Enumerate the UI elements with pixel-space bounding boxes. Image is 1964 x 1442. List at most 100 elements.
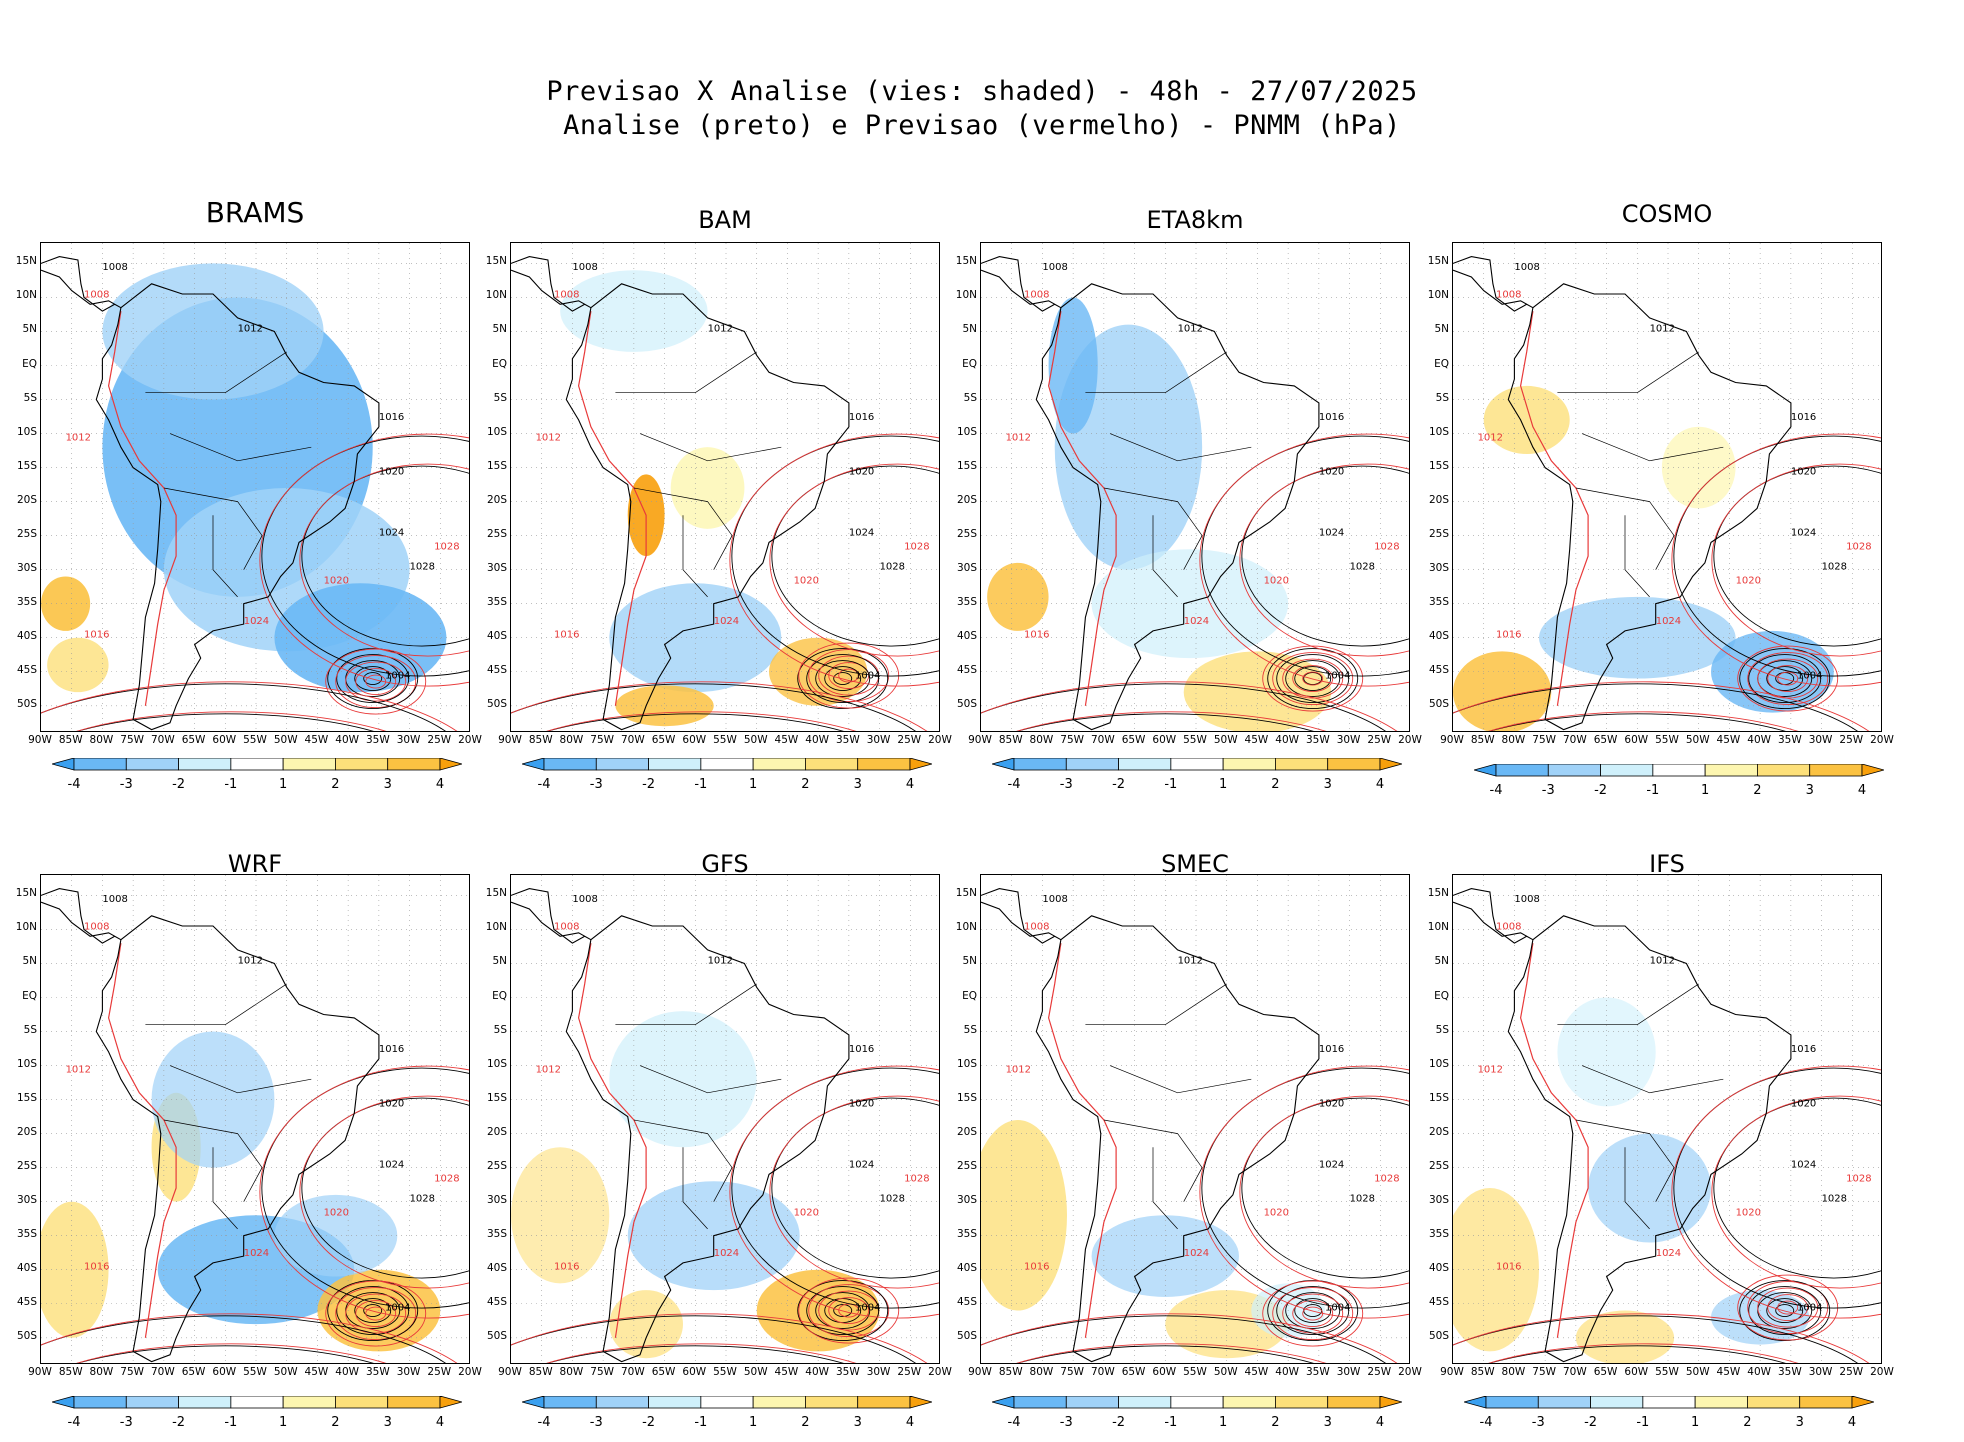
lat-tick-label: EQ xyxy=(1434,357,1449,370)
map-canvas: 1008 1012 1016 1020 1024 1028 1004 1008 1012 1016… xyxy=(981,875,1409,1363)
forecast-isobar-label: 1020 xyxy=(1736,1207,1761,1218)
lon-tick-label: 50W xyxy=(743,734,768,746)
lon-tick-label: 70W xyxy=(620,1366,645,1378)
coastline xyxy=(1453,256,1792,731)
analysis-isobar-label: 1028 xyxy=(880,562,905,573)
contour-labels: 1008 1012 1016 1020 1024 1028 1004 1008 1012 1016… xyxy=(536,262,930,681)
lat-tick-label: EQ xyxy=(962,357,977,370)
forecast-isobar-label: 1028 xyxy=(904,1173,929,1184)
lat-tick-label: 45S xyxy=(1428,1295,1449,1308)
analysis-isobar-label: 1008 xyxy=(572,262,597,273)
lat-tick-label: 10S xyxy=(16,1057,37,1070)
lat-tick-label: 30S xyxy=(956,1193,977,1206)
colorbar-segment xyxy=(178,758,232,771)
analysis-isobar-label: 1008 xyxy=(572,894,597,905)
colorbar-segment xyxy=(1170,758,1224,771)
bias-shading xyxy=(41,263,447,693)
map-panel-brams: 1008 1012 1016 1020 1024 1028 1004 1008 1012 1016… xyxy=(40,242,470,732)
forecast-isobar-label: 1016 xyxy=(84,630,109,641)
colorbar-segment xyxy=(439,1396,462,1409)
lon-tick-label: 90W xyxy=(28,734,52,746)
forecast-isobar-label: 1012 xyxy=(1478,1064,1503,1075)
colorbar-label: 1 xyxy=(749,777,758,792)
colorbar-segment xyxy=(230,758,284,771)
lat-tick-label: 35S xyxy=(16,1227,37,1240)
lon-tick-label: 80W xyxy=(1029,1366,1054,1378)
lat-tick-label: 25S xyxy=(1428,527,1449,540)
colorbar: -4 -3 -2 -1 1 2 3 4 xyxy=(52,758,462,804)
map-panel-smec: 1008 1012 1016 1020 1024 1028 1004 1008 1012 1016… xyxy=(980,874,1410,1364)
lat-tick-label: 30S xyxy=(1428,1193,1449,1206)
lat-tick-label: 45S xyxy=(956,663,977,676)
analysis-isobar-label: 1008 xyxy=(1042,262,1067,273)
colorbar-label: -3 xyxy=(1059,1415,1073,1430)
contour-labels: 1008 1012 1016 1020 1024 1028 1004 1008 1012 1016… xyxy=(66,262,460,681)
bias-area xyxy=(609,583,782,693)
lat-tick-label: 25S xyxy=(486,527,507,540)
lat-tick-label: 5N xyxy=(1434,323,1449,336)
lat-tick-label: 15N xyxy=(15,887,37,900)
lon-tick-label: 70W xyxy=(150,1366,175,1378)
lat-tick-label: 10N xyxy=(15,921,37,934)
colorbar-label: 1 xyxy=(1219,1415,1228,1430)
coastline xyxy=(511,888,850,1363)
bias-area xyxy=(609,1011,757,1148)
colorbar-segment xyxy=(1379,758,1402,771)
lon-tick-label: 65W xyxy=(1121,1366,1146,1378)
lon-tick-label: 45W xyxy=(304,734,329,746)
forecast-isobar-label: 1012 xyxy=(1006,1064,1031,1075)
bias-area xyxy=(274,1194,398,1277)
lat-tick-label: 40S xyxy=(956,1261,977,1274)
analysis-isobar-label: 1016 xyxy=(849,412,874,423)
lat-tick-label: 15N xyxy=(485,255,507,268)
colorbar-segment xyxy=(73,758,127,771)
isobars xyxy=(981,311,1409,731)
lat-tick-label: 5S xyxy=(963,391,977,404)
colorbar-segment xyxy=(335,758,389,771)
lat-tick-label: 5N xyxy=(22,323,37,336)
colorbar-segment xyxy=(1464,1396,1487,1409)
bias-area xyxy=(1483,385,1570,454)
colorbar-label: -3 xyxy=(119,1415,133,1430)
bias-area xyxy=(1453,1188,1539,1352)
bias-shading xyxy=(41,1031,441,1352)
lon-tick-label: 70W xyxy=(150,734,175,746)
lon-tick-label: 85W xyxy=(58,734,83,746)
bias-area xyxy=(41,576,91,631)
colorbar-segment xyxy=(909,1396,932,1409)
analysis-isobar-label: 1012 xyxy=(1650,955,1675,966)
lon-tick-label: 30W xyxy=(1336,1366,1361,1378)
lat-tick-label: 5N xyxy=(1434,955,1449,968)
lat-tick-label: EQ xyxy=(22,357,37,370)
analysis-isobar-label: 1028 xyxy=(1822,1194,1847,1205)
lon-tick-label: 45W xyxy=(774,1366,799,1378)
lat-tick-label: 15S xyxy=(16,459,37,472)
lon-tick-label: 40W xyxy=(805,1366,830,1378)
lat-tick-label: EQ xyxy=(1434,989,1449,1002)
analysis-isobar-label: 1024 xyxy=(379,528,404,539)
colorbar-segment xyxy=(52,1396,75,1409)
analysis-isobar-label: 1012 xyxy=(708,955,733,966)
lat-tick-label: 50S xyxy=(486,697,507,710)
lon-tick-label: 35W xyxy=(365,1366,390,1378)
lon-tick-label: 75W xyxy=(120,734,145,746)
colorbar-segment xyxy=(1809,764,1863,777)
panel-title-gfs: GFS xyxy=(701,850,749,878)
bias-area xyxy=(1588,1133,1711,1243)
lat-tick-label: 50S xyxy=(1428,697,1449,710)
isobars xyxy=(41,943,469,1363)
colorbar-segment xyxy=(522,758,545,771)
colorbar-segment xyxy=(73,1396,127,1409)
bias-area xyxy=(274,583,447,693)
lat-tick-label: 20S xyxy=(16,493,37,506)
forecast-isobar-label: 1028 xyxy=(1374,1173,1399,1184)
analysis-isobar-label: 1024 xyxy=(1791,528,1816,539)
lat-tick-label: 30S xyxy=(16,561,37,574)
lat-tick-label: 5S xyxy=(493,1023,507,1036)
colorbar-label: 3 xyxy=(853,777,862,792)
analysis-isobar-label: 1020 xyxy=(1791,1098,1816,1109)
analysis-isobar-label: 1004 xyxy=(385,671,410,682)
analysis-isobar-label: 1008 xyxy=(102,894,127,905)
analysis-isobar-label: 1012 xyxy=(238,323,263,334)
colorbar-label: 1 xyxy=(279,1415,288,1430)
